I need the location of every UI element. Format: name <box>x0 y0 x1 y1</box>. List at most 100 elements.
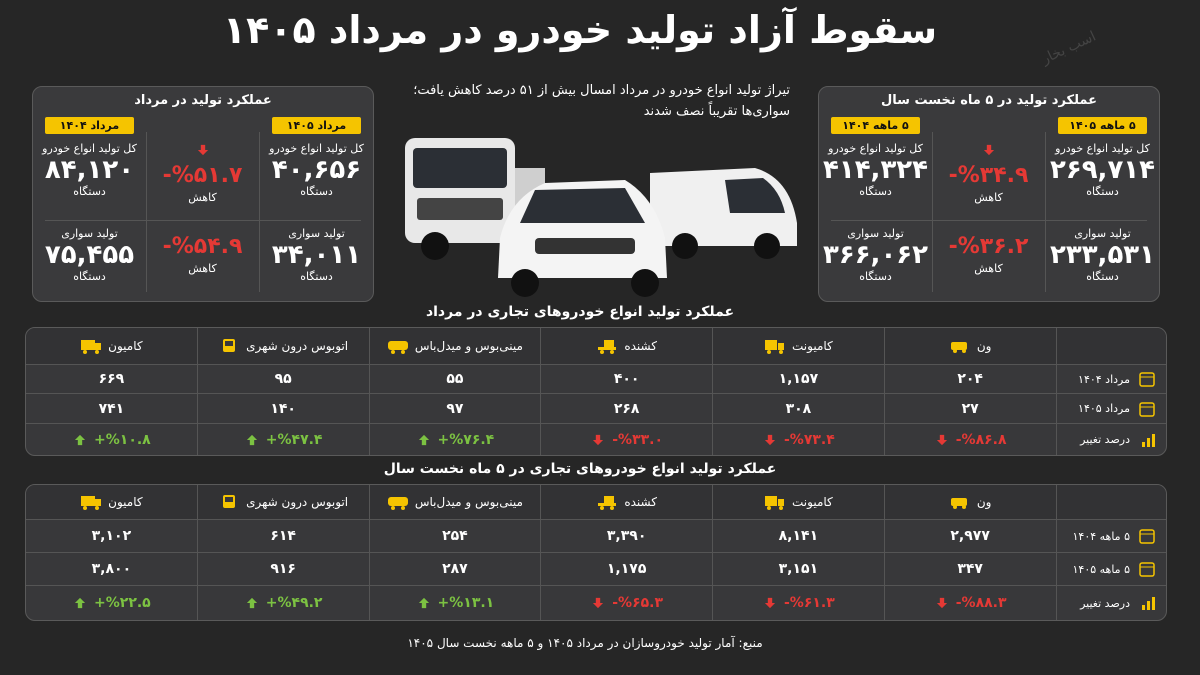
stat-label: تولید سواری <box>288 227 345 240</box>
table-cell: ۲۸۷ <box>370 553 542 585</box>
header-row: ون کامیونت کشنده مینی‌بوس و میدل‌باس اتوبوس … <box>26 328 1166 364</box>
cell-value: ۷۴۱ <box>98 400 125 417</box>
column-label: کشنده <box>624 339 657 353</box>
column-label: کامیون <box>108 339 143 353</box>
table-cell: ۶۶۹ <box>26 365 198 393</box>
chart-icon <box>1142 597 1155 610</box>
intro-line: سواری‌ها تقریباً نصف شدند <box>643 104 790 119</box>
stat-label: کل تولید انواع خودرو <box>828 142 923 155</box>
arrow-up <box>246 434 257 445</box>
vehicle-icon <box>223 339 236 352</box>
stat-value: ۴۱۴,۳۲۴ <box>822 155 929 185</box>
table-cell: ۷۴۱ <box>26 394 198 423</box>
separator <box>831 220 1147 221</box>
source: منبع: آمار تولید خودروسازان در مرداد ۱۴۰… <box>407 636 763 650</box>
table-cell: ۹۱۶ <box>198 553 370 585</box>
stat-cell: تولید سواری ۳۴,۰۱۱ دستگاه <box>260 227 373 283</box>
column-label: ون <box>976 339 992 353</box>
table-cell: %۶۵.۳- <box>541 586 713 620</box>
column-header: اتوبوس درون شهری <box>198 328 370 364</box>
table-cell: ۳,۱۵۱ <box>713 553 885 585</box>
stat-label: کل تولید انواع خودرو <box>42 142 137 155</box>
table-cell: %۸۸.۳- <box>885 586 1057 620</box>
stat-cell: کل تولید انواع خودرو ۸۴,۱۲۰ دستگاه <box>33 142 146 198</box>
stat-label: کل تولید انواع خودرو <box>269 142 364 155</box>
stat-label: تولید سواری <box>61 227 118 240</box>
table-row: مرداد ۱۴۰۴ ۲۰۴ ۱,۱۵۷ ۴۰۰ ۵۵ ۹۵ ۶۶۹ <box>26 364 1166 393</box>
stat-unit: دستگاه <box>300 270 333 283</box>
arrow-down <box>197 144 208 156</box>
stat-unit: دستگاه <box>300 185 333 198</box>
cell-value: %۶۵.۳- <box>612 595 664 611</box>
vehicle-icon <box>81 496 102 510</box>
vehicles-illustration <box>405 138 797 297</box>
change-cell: %۳۴.۹- کاهش <box>932 142 1045 204</box>
row-label: مرداد ۱۴۰۴ <box>1078 372 1130 386</box>
arrow-down <box>593 434 604 445</box>
stat-value: ۳۴,۰۱۱ <box>271 240 362 270</box>
change-value: %۵۴.۹- <box>162 234 243 259</box>
title: سقوط آزاد تولید خودرو در مرداد ۱۴۰۵ <box>222 8 938 52</box>
cell-value: ۱,۱۷۵ <box>606 561 647 577</box>
table-row: ۵ ماهه ۱۴۰۵ ۳۴۷ ۳,۱۵۱ ۱,۱۷۵ ۲۸۷ ۹۱۶ ۳,۸۰۰ <box>26 552 1166 585</box>
stat-unit: دستگاه <box>1086 270 1119 283</box>
cell-value: ۹۱۶ <box>270 561 296 577</box>
table-cell: ۳,۱۰۲ <box>26 520 198 552</box>
table-row: ۵ ماهه ۱۴۰۴ ۲,۹۷۷ ۸,۱۴۱ ۳,۳۹۰ ۲۵۴ ۶۱۴ ۳,۱۰۲ <box>26 519 1166 552</box>
cell-value: ۳,۳۹۰ <box>606 528 647 544</box>
stat-unit: دستگاه <box>73 270 106 283</box>
change-label: کاهش <box>188 262 217 275</box>
table-cell: ۳۰۸ <box>713 394 885 423</box>
column-header: اتوبوس درون شهری <box>198 485 370 519</box>
cell-value: ۶۱۴ <box>270 528 296 544</box>
cell-value: %۴۷.۴+ <box>265 431 323 448</box>
stat-cell: کل تولید انواع خودرو ۴۱۴,۳۲۴ دستگاه <box>819 142 932 198</box>
table-cell: ۲۵۴ <box>370 520 542 552</box>
cell-value: ۸,۱۴۱ <box>778 528 819 544</box>
column-label: اتوبوس درون شهری <box>246 495 349 509</box>
vehicle-icon <box>598 340 617 354</box>
header-row: ون کامیونت کشنده مینی‌بوس و میدل‌باس اتوبوس … <box>26 485 1166 519</box>
table-title: عملکرد تولید انواع خودروهای تجاری در ۵ م… <box>383 461 777 477</box>
stat-cell: کل تولید انواع خودرو ۴۰,۶۵۶ دستگاه <box>260 142 373 198</box>
table-cell: %۱۰.۸+ <box>26 424 198 455</box>
vehicle-icon <box>387 497 408 510</box>
table-cell: %۴۷.۴+ <box>198 424 370 455</box>
calendar-icon <box>1139 529 1155 544</box>
intro-line: تیراژ تولید انواع خودرو در مرداد امسال ب… <box>413 83 790 98</box>
change-label: کاهش <box>974 262 1003 275</box>
arrow-down <box>764 597 776 609</box>
change-label: کاهش <box>188 191 217 204</box>
arrow-up <box>418 434 429 445</box>
table-cell: ۹۵ <box>198 365 370 393</box>
table-row: مرداد ۱۴۰۵ ۲۷ ۳۰۸ ۲۶۸ ۹۷ ۱۴۰ ۷۴۱ <box>26 393 1166 423</box>
arrow-down <box>936 434 947 445</box>
corner-cell <box>1057 485 1167 519</box>
row-label: ۵ ماهه ۱۴۰۴ <box>1072 529 1131 543</box>
change-label: کاهش <box>974 191 1003 204</box>
stat-unit: دستگاه <box>859 185 892 198</box>
column-header: کامیون <box>26 485 198 519</box>
separator <box>45 220 361 221</box>
cell-value: ۳۴۷ <box>957 561 983 577</box>
column-label: کامیون <box>108 495 143 509</box>
arrow-wrap <box>932 142 1045 161</box>
chart-icon <box>1142 433 1155 447</box>
cell-value: ۱,۱۵۷ <box>778 371 819 387</box>
change-value: %۳۴.۹- <box>948 163 1029 188</box>
corner-cell <box>1057 328 1167 364</box>
cell-value: %۷۳.۴- <box>783 431 835 448</box>
column-header: ون <box>885 328 1057 364</box>
table-cell: %۸۶.۸- <box>885 424 1057 455</box>
row-label-cell: مرداد ۱۴۰۵ <box>1057 394 1167 423</box>
column-header: مینی‌بوس و میدل‌باس <box>370 485 542 519</box>
calendar-icon <box>1139 562 1155 577</box>
table-cell: %۷۳.۴- <box>713 424 885 455</box>
stat-unit: دستگاه <box>73 185 106 198</box>
cell-value: ۳,۱۰۲ <box>91 528 132 544</box>
cell-value: ۹۵ <box>274 371 292 387</box>
cell-value: ۲۰۴ <box>957 371 983 387</box>
change-cell: %۵۴.۹- کاهش <box>146 232 259 275</box>
five-month-box: عملکرد تولید در ۵ ماه نخست سال ۵ ماهه ۱۴۰… <box>818 86 1160 302</box>
cell-value: ۲۵۴ <box>442 528 468 544</box>
